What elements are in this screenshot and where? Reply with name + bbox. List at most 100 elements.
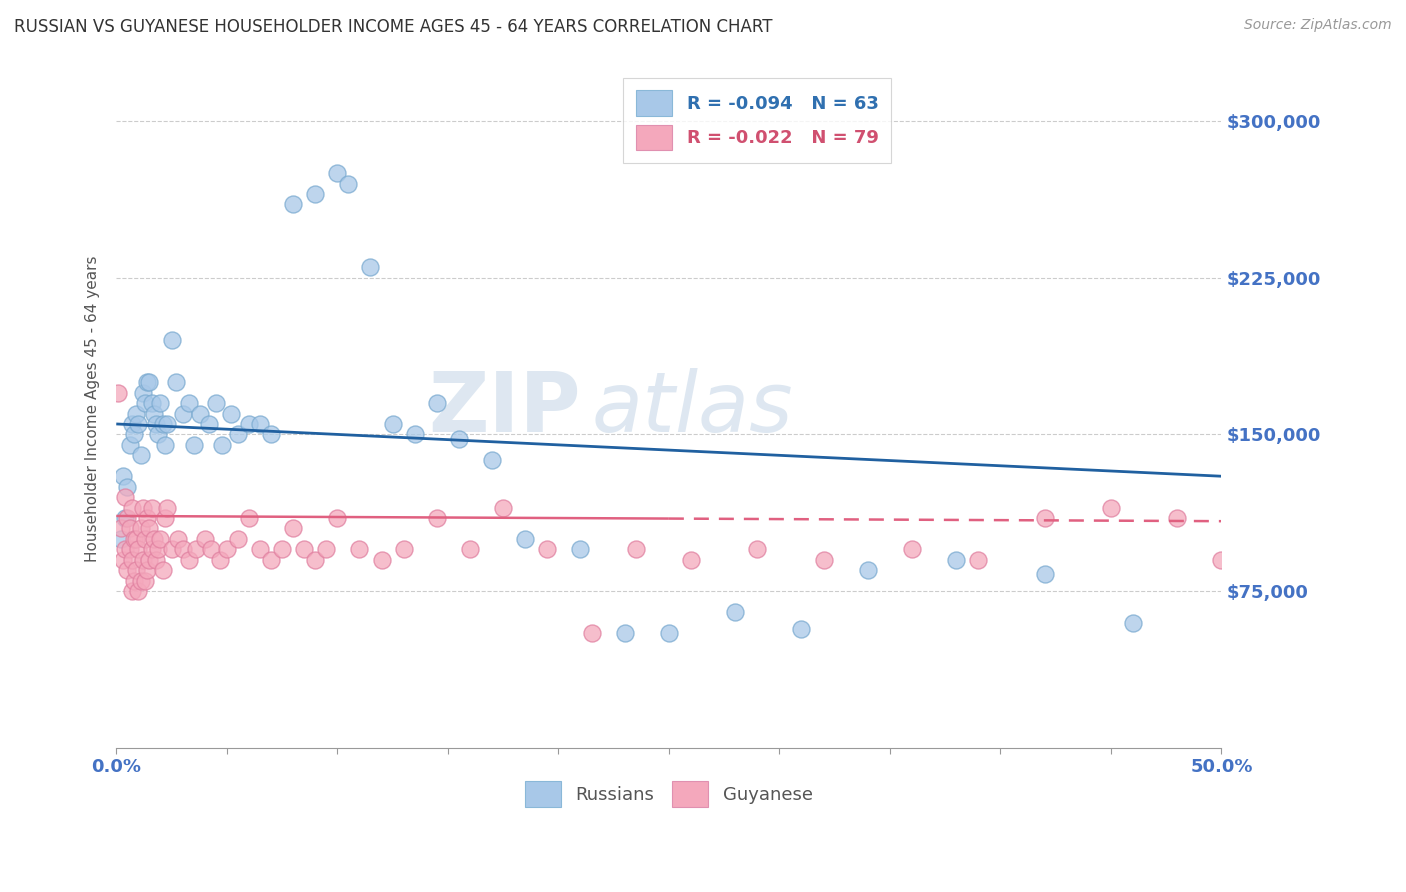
Point [381, 417, 404, 431]
Point [724, 605, 747, 619]
Point [1099, 500, 1122, 515]
Point [194, 532, 217, 546]
Point [142, 407, 165, 421]
Point [142, 532, 165, 546]
Point [136, 563, 159, 577]
Point [121, 500, 143, 515]
Point [281, 521, 304, 535]
Point [134, 532, 156, 546]
Point [114, 511, 136, 525]
Point [114, 490, 136, 504]
Point [458, 542, 481, 557]
Point [179, 396, 201, 410]
Point [238, 511, 260, 525]
Point [1388, 647, 1406, 661]
Point [121, 553, 143, 567]
Point [359, 260, 381, 274]
Point [260, 553, 283, 567]
Point [226, 532, 249, 546]
Point [165, 375, 187, 389]
Point [127, 584, 149, 599]
Point [138, 521, 160, 535]
Point [204, 396, 226, 410]
Point [260, 427, 283, 442]
Point [114, 542, 136, 557]
Point [426, 396, 449, 410]
Text: Source: ZipAtlas.com: Source: ZipAtlas.com [1244, 18, 1392, 32]
Point [613, 626, 636, 640]
Point [132, 500, 155, 515]
Point [813, 553, 835, 567]
Point [856, 563, 879, 577]
Point [226, 427, 249, 442]
Point [1166, 511, 1188, 525]
Point [127, 417, 149, 431]
Text: atlas: atlas [592, 368, 793, 449]
Point [117, 563, 139, 577]
Point [184, 542, 207, 557]
Point [624, 542, 647, 557]
Point [1033, 511, 1056, 525]
Point [153, 511, 176, 525]
Point [149, 396, 172, 410]
Point [215, 542, 238, 557]
Point [172, 407, 194, 421]
Point [426, 511, 449, 525]
Point [110, 521, 132, 535]
Point [349, 542, 371, 557]
Point [211, 438, 233, 452]
Point [141, 500, 163, 515]
Point [326, 511, 349, 525]
Point [160, 334, 183, 348]
Point [129, 448, 152, 462]
Point [136, 375, 159, 389]
Point [125, 532, 148, 546]
Point [110, 532, 132, 546]
Point [141, 542, 163, 557]
Point [304, 186, 326, 201]
Point [111, 469, 134, 483]
Point [153, 438, 176, 452]
Point [118, 542, 141, 557]
Point [249, 417, 271, 431]
Point [292, 542, 315, 557]
Point [152, 417, 174, 431]
Point [138, 553, 160, 567]
Point [183, 438, 205, 452]
Point [160, 542, 183, 557]
Point [117, 480, 139, 494]
Point [1122, 615, 1144, 630]
Point [172, 542, 194, 557]
Y-axis label: Householder Income Ages 45 - 64 years: Householder Income Ages 45 - 64 years [86, 255, 100, 562]
Point [145, 417, 167, 431]
Point [122, 427, 145, 442]
Point [111, 553, 134, 567]
Point [156, 417, 179, 431]
Point [1343, 636, 1365, 650]
Point [134, 396, 156, 410]
Point [132, 385, 155, 400]
Point [117, 511, 139, 525]
Point [107, 385, 129, 400]
Point [125, 407, 148, 421]
Point [967, 553, 990, 567]
Point [200, 542, 222, 557]
Point [679, 553, 702, 567]
Point [304, 553, 326, 567]
Point [138, 375, 160, 389]
Point [188, 407, 211, 421]
Point [481, 452, 503, 467]
Point [141, 396, 163, 410]
Point [1254, 542, 1277, 557]
Point [152, 563, 174, 577]
Point [492, 500, 515, 515]
Point [118, 438, 141, 452]
Point [198, 417, 221, 431]
Text: RUSSIAN VS GUYANESE HOUSEHOLDER INCOME AGES 45 - 64 YEARS CORRELATION CHART: RUSSIAN VS GUYANESE HOUSEHOLDER INCOME A… [14, 18, 772, 36]
Legend: Russians, Guyanese: Russians, Guyanese [517, 773, 820, 814]
Point [326, 166, 349, 180]
Point [148, 427, 170, 442]
Point [149, 532, 172, 546]
Point [1033, 567, 1056, 582]
Point [122, 532, 145, 546]
